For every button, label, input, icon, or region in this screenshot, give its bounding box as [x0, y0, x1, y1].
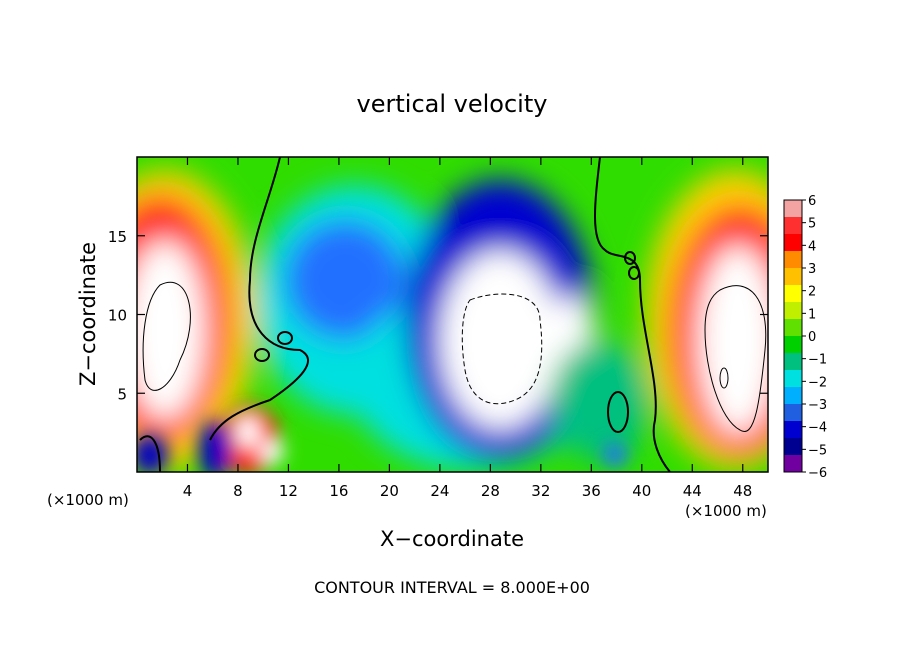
field-blob	[603, 443, 627, 467]
colorbar-label: 5	[808, 217, 816, 232]
y-tick-label: 15	[108, 228, 127, 246]
colorbar-swatch	[784, 455, 802, 473]
zero-contour	[209, 157, 310, 441]
contour-interval-note: CONTOUR INTERVAL = 8.000E+00	[314, 578, 590, 597]
colorbar-swatch	[784, 217, 802, 235]
x-tick-label: 40	[632, 482, 651, 500]
y-tick-label: 5	[117, 385, 127, 403]
colorbar-swatch	[784, 421, 802, 439]
x-tick-label: 36	[582, 482, 601, 500]
field-blob	[137, 240, 205, 420]
x-axis-label: X−coordinate	[380, 527, 524, 551]
chart-title: vertical velocity	[357, 90, 548, 118]
colorbar-swatch	[784, 200, 802, 218]
colorbar-swatch	[784, 336, 802, 354]
x-tick-label: 12	[279, 482, 298, 500]
field-blob	[698, 245, 768, 435]
x-tick-label: 48	[733, 482, 752, 500]
colorbar-label: −4	[808, 421, 827, 436]
zero-contour	[254, 348, 270, 362]
contour	[142, 282, 191, 391]
colorbar-label: −2	[808, 375, 827, 390]
colorbar-label: −6	[808, 466, 827, 481]
field-blob	[440, 250, 560, 430]
colorbar-label: 3	[808, 262, 816, 277]
contour-lines	[139, 157, 671, 472]
colorbar-swatch	[784, 285, 802, 303]
colorbar-swatch	[784, 234, 802, 252]
field-blob	[550, 340, 650, 460]
colorbar-swatch	[784, 387, 802, 405]
zero-contour	[139, 435, 161, 472]
x-tick-label: 20	[380, 482, 399, 500]
y-axis-label: Z−coordinate	[76, 242, 100, 386]
zero-contour	[277, 331, 293, 345]
colorbar-swatch	[784, 353, 802, 371]
thin-contours	[142, 282, 767, 433]
x-tick-label: 8	[233, 482, 243, 500]
zero-contour	[607, 391, 629, 433]
x-tick-label: 32	[531, 482, 550, 500]
colorbar-swatch	[784, 319, 802, 337]
colorbar-swatch	[784, 268, 802, 286]
x-tick-label: 4	[183, 482, 193, 500]
colorbar-label: 1	[808, 307, 816, 322]
field-blob	[285, 220, 405, 340]
zero-contour	[594, 157, 671, 472]
x-tick-label: 16	[329, 482, 348, 500]
colorbar-swatch	[784, 251, 802, 269]
colorbar-label: −5	[808, 443, 827, 458]
zero-contour	[628, 266, 640, 280]
contour	[461, 293, 543, 405]
colorbar-label: −3	[808, 398, 827, 413]
field-blob	[199, 420, 231, 472]
x-tick-label: 28	[481, 482, 500, 500]
colorbar-swatch	[784, 302, 802, 320]
colorbar-swatch	[784, 404, 802, 422]
velocity-field	[137, 157, 768, 472]
x-axis: 4 8 12 16 20 24 28 32 36 40 44 48	[183, 157, 752, 500]
field-blob	[260, 440, 284, 464]
field-blob	[236, 416, 260, 448]
contour	[719, 367, 729, 389]
x-unit-label-left: (×1000 m)	[47, 491, 129, 509]
colorbar-label: 2	[808, 285, 816, 300]
colorbar: 6 5 4 3 2 1 0 −1 −2 −3 −4 −5 −6	[783, 194, 827, 481]
colorbar-label: −1	[808, 353, 827, 368]
colorbar-label: 4	[808, 239, 816, 254]
colorbar-swatch	[784, 438, 802, 456]
colorbar-label: 0	[808, 330, 816, 345]
x-unit-label-right: (×1000 m)	[685, 502, 767, 520]
x-tick-label: 24	[430, 482, 449, 500]
colorbar-swatch	[784, 370, 802, 388]
zero-contour	[624, 251, 636, 265]
contour	[704, 285, 767, 433]
y-axis: 5 10 15	[108, 228, 768, 403]
colorbar-label: 6	[808, 194, 816, 209]
y-tick-label: 10	[108, 307, 127, 325]
x-tick-label: 44	[683, 482, 702, 500]
